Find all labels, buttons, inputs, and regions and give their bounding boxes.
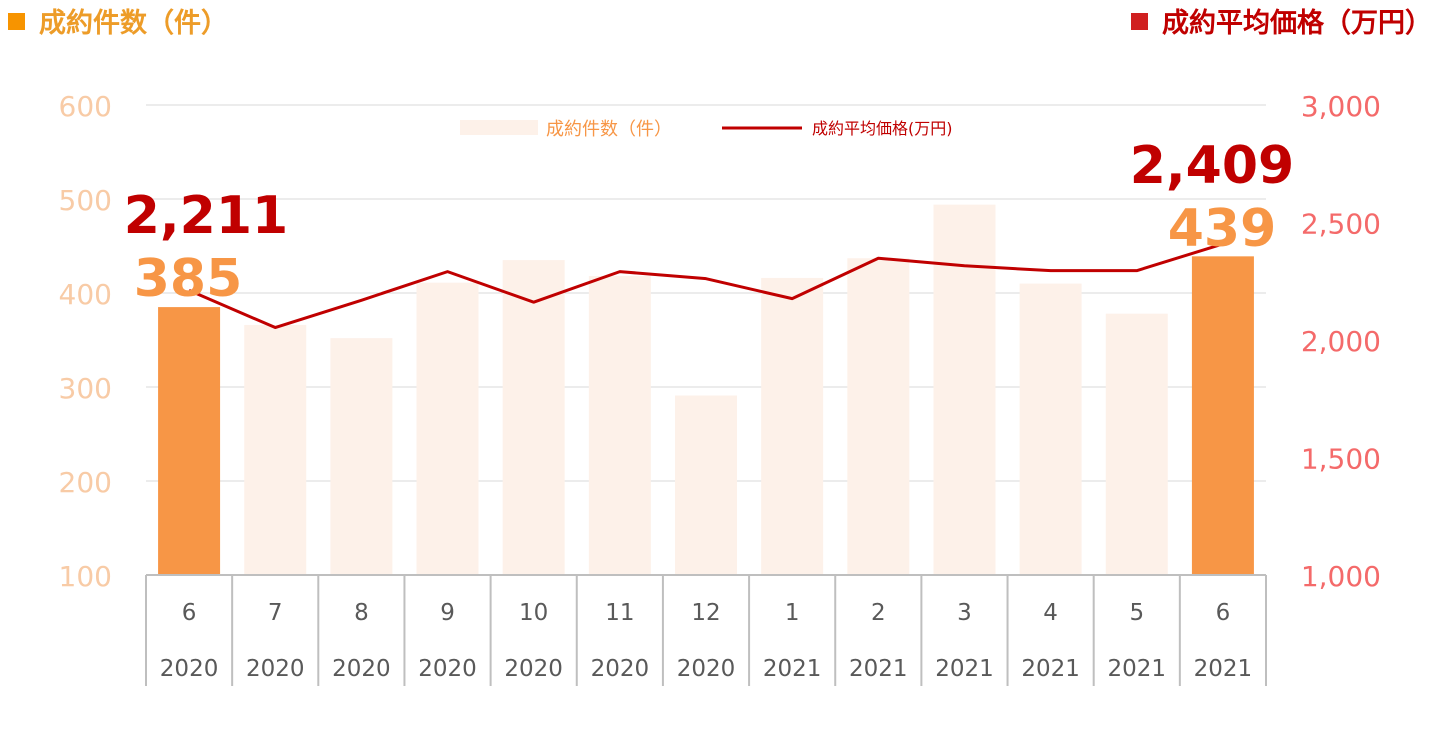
legend-line-label: 成約平均価格(万円) [812,119,953,138]
category-month-label: 6 [1216,600,1231,626]
right-title-square-icon [1131,13,1148,30]
category-year-label: 2020 [504,656,563,682]
category-year-label: 2021 [935,656,994,682]
bar [502,260,565,575]
category-month-label: 10 [519,600,548,626]
callout-count: 439 [1168,199,1277,259]
right-tick-label: 2,500 [1301,208,1381,241]
category-year-label: 2021 [763,656,822,682]
bar [244,324,307,575]
left-tick-label: 100 [59,560,112,593]
bar [416,282,479,575]
bar [330,338,393,575]
callout-count: 385 [134,249,243,309]
bar [847,258,910,575]
category-month-label: 3 [957,600,972,626]
category-year-label: 2021 [849,656,908,682]
right-tick-label: 3,000 [1301,90,1381,123]
bar-highlighted [158,307,221,575]
category-month-label: 9 [440,600,455,626]
left-tick-label: 600 [59,90,112,123]
legend: 成約件数（件） 成約平均価格(万円) [460,119,953,140]
category-month-label: 5 [1129,600,1144,626]
left-axis-title: 成約件数（件） [8,6,228,42]
right-title-text: 成約平均価格（万円） [1162,8,1432,39]
left-tick-label: 400 [59,278,112,311]
category-year-label: 2021 [1021,656,1080,682]
left-axis-ticks: 100 200 300 400 500 600 [59,90,112,593]
category-year-label: 2021 [1194,656,1253,682]
bar [933,204,996,575]
category-month-label: 11 [605,600,634,626]
price-line [188,242,1224,330]
category-axis: 6202072020820209202010202011202012202012… [145,574,1267,686]
category-year-label: 2020 [332,656,391,682]
category-month-label: 12 [691,600,720,626]
right-tick-label: 1,500 [1301,443,1381,476]
category-month-label: 2 [871,600,886,626]
right-tick-label: 1,000 [1301,560,1381,593]
category-month-label: 7 [268,600,283,626]
category-month-label: 6 [182,600,197,626]
category-year-label: 2020 [160,656,219,682]
right-axis-ticks: 1,000 1,500 2,000 2,500 3,000 [1301,90,1381,593]
category-month-label: 4 [1043,600,1058,626]
legend-bar-label: 成約件数（件） [546,119,672,140]
bar [1105,313,1168,575]
category-year-label: 2020 [246,656,305,682]
legend-bar-swatch [460,120,538,135]
left-tick-label: 300 [59,372,112,405]
category-year-label: 2020 [418,656,477,682]
category-year-label: 2020 [591,656,650,682]
bar [761,277,824,575]
bar [588,276,651,575]
left-tick-label: 200 [59,466,112,499]
category-year-label: 2020 [677,656,736,682]
category-month-label: 1 [785,600,800,626]
right-tick-label: 2,000 [1301,325,1381,358]
callout-price: 2,409 [1130,136,1294,196]
category-month-label: 8 [354,600,369,626]
category-year-label: 2021 [1107,656,1166,682]
line-series [188,242,1224,330]
left-title-square-icon [8,13,25,30]
left-title-text: 成約件数（件） [39,8,228,39]
callout-price: 2,211 [124,186,288,246]
left-tick-label: 500 [59,184,112,217]
bar [675,395,737,575]
bar-series [158,204,1254,575]
bar-highlighted [1191,256,1254,575]
right-axis-title: 成約平均価格（万円） [1131,6,1432,42]
bar [1019,283,1082,575]
